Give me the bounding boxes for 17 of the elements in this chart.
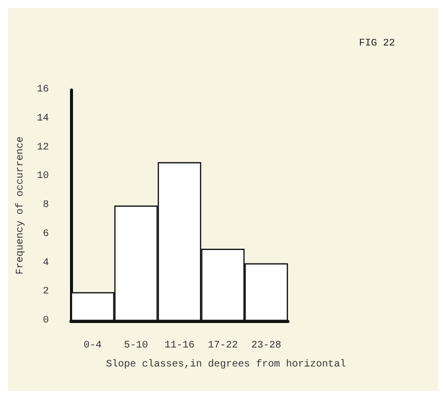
y-axis-title: Frequency of occurrence <box>14 136 26 275</box>
x-tick-label: 23-28 <box>251 340 282 352</box>
x-tick-label: 11-16 <box>164 340 194 352</box>
y-tick-label: 6 <box>42 228 49 240</box>
y-tick-label: 16 <box>36 84 49 96</box>
text: FIG 22 <box>358 38 396 50</box>
y-tick-label: 12 <box>36 142 49 154</box>
y-tick-label: 14 <box>36 113 49 124</box>
y-tick-label: 8 <box>42 200 49 211</box>
x-tick-label: 17-22 <box>208 340 238 352</box>
y-tick-label: 0 <box>42 316 49 326</box>
y-tick-label: 2 <box>42 286 49 298</box>
y-tick-label: 4 <box>42 258 49 269</box>
y-tick-label: 10 <box>36 171 49 182</box>
x-tick-label: 5-10 <box>124 340 148 352</box>
x-axis-title: Slope classes,in degrees from horizontal <box>106 358 346 370</box>
x-tick-label: 0-4 <box>84 340 102 352</box>
